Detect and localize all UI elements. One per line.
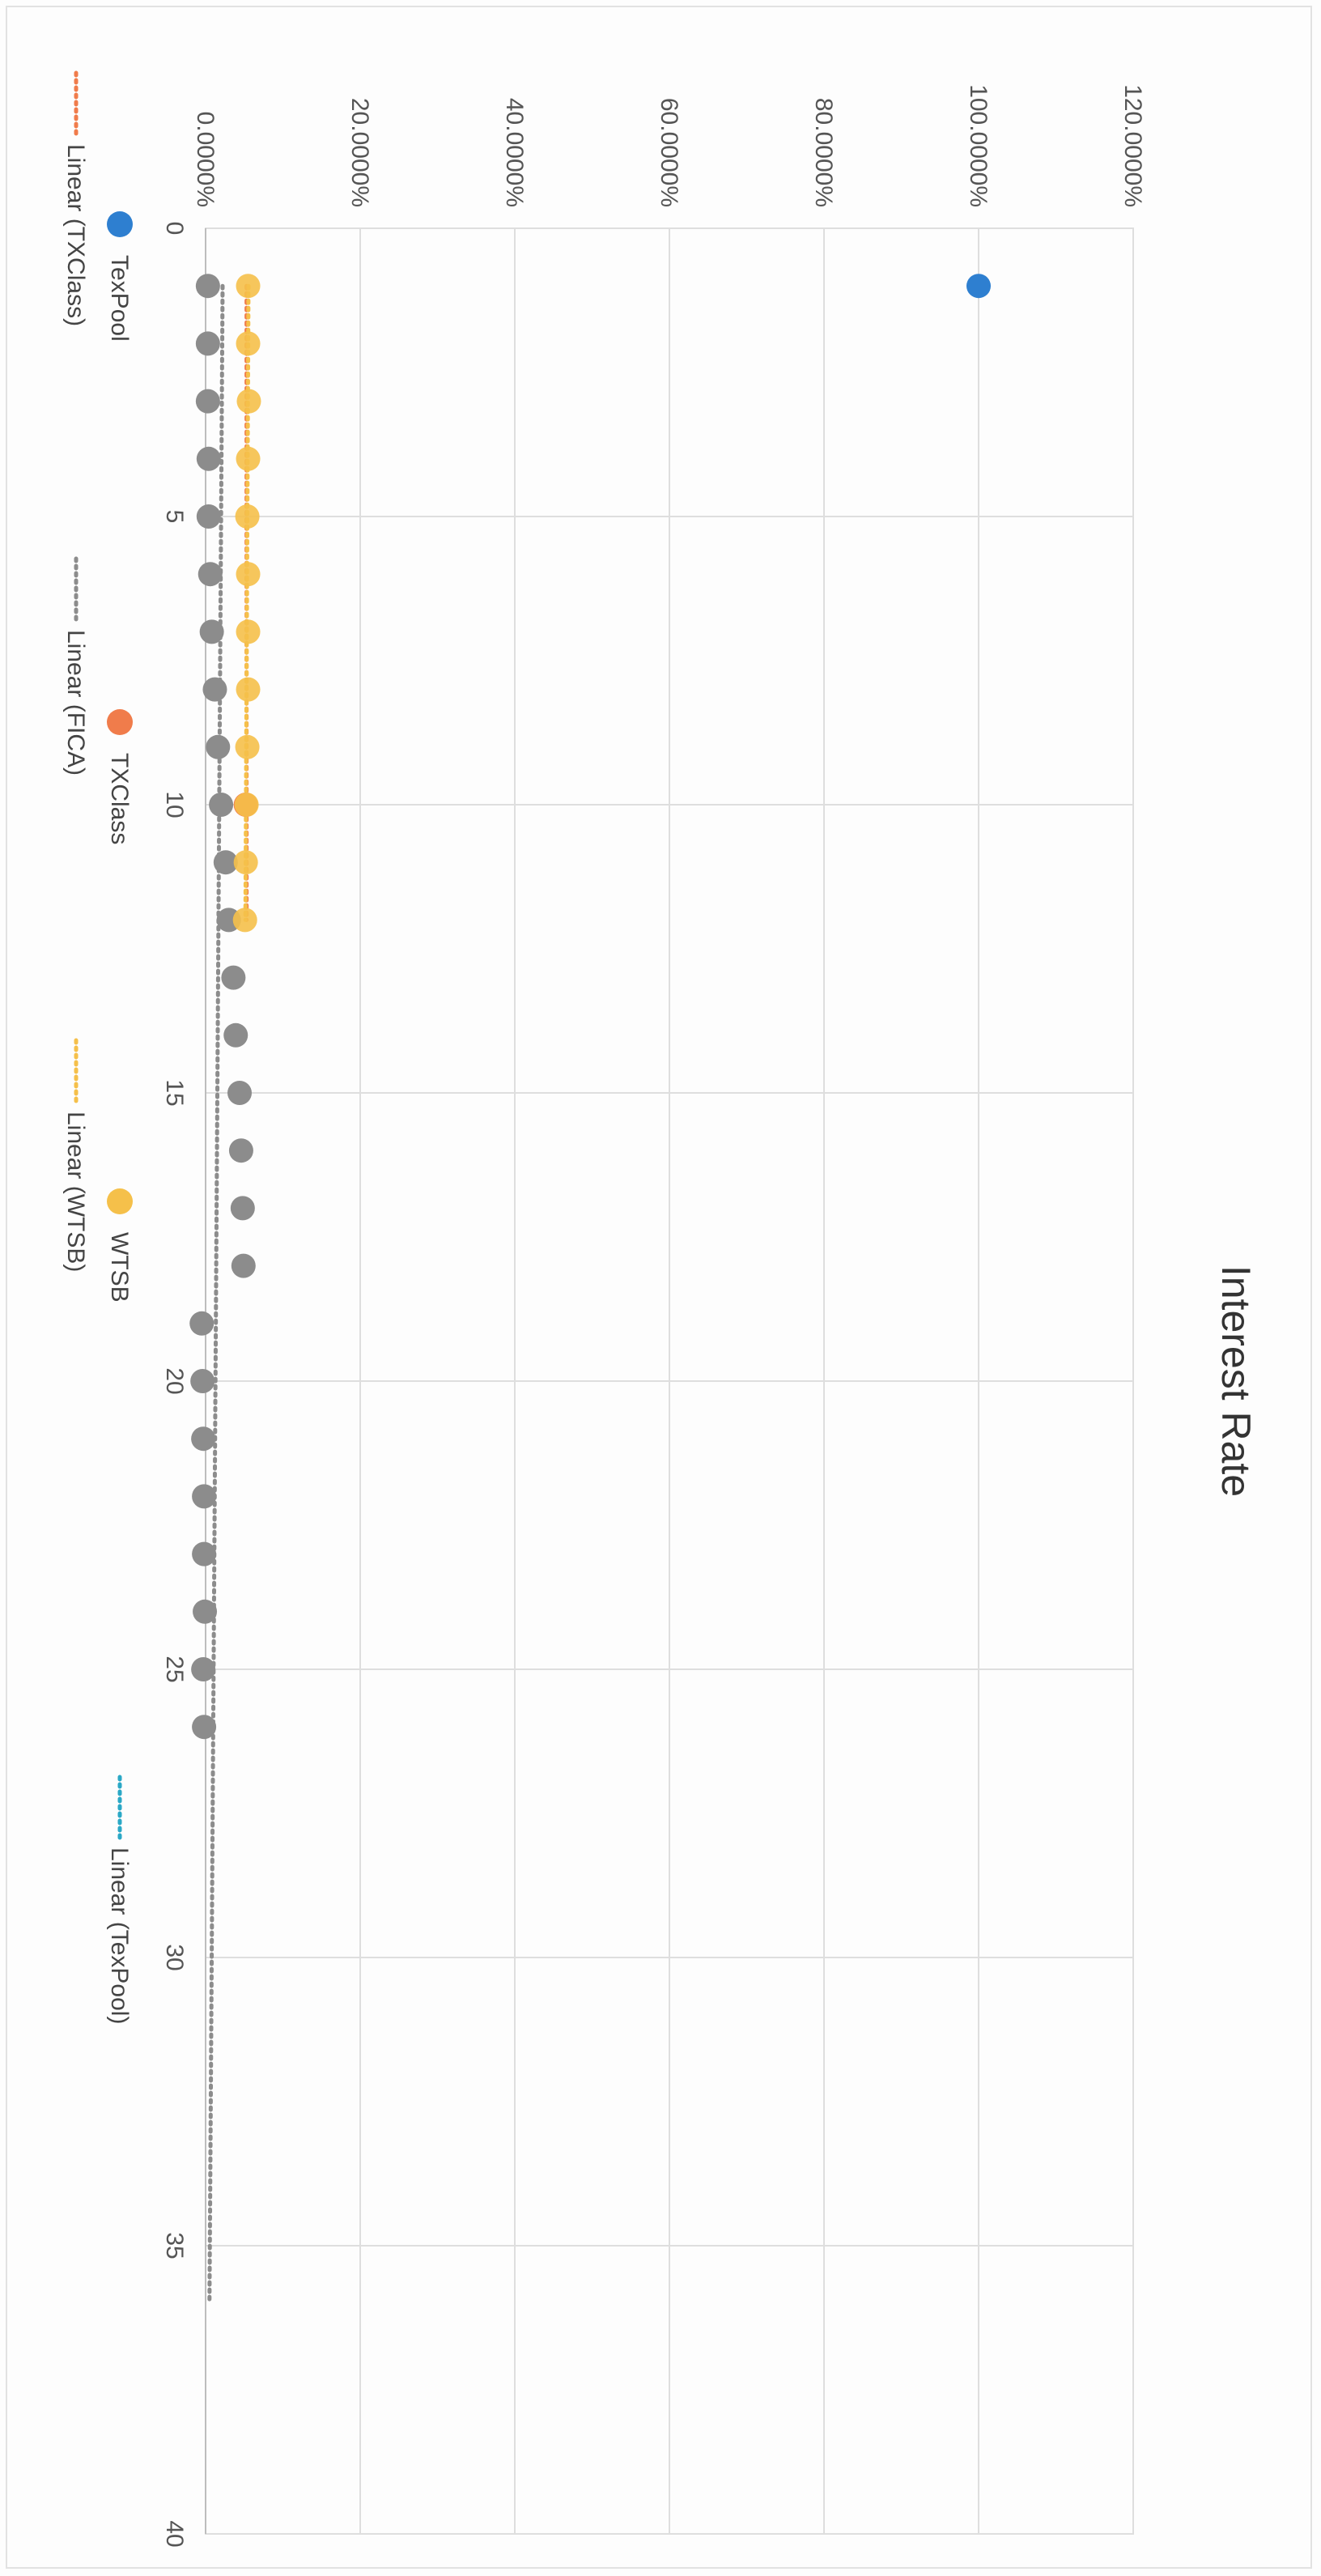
legend-marker-txclass — [107, 709, 133, 735]
point-fica — [209, 793, 234, 817]
x-tick-label: 25 — [161, 1656, 188, 1682]
x-tick-label: 35 — [161, 2232, 188, 2259]
point-wtsb — [236, 677, 261, 702]
legend-label: Linear (FICA) — [62, 630, 89, 776]
rotated-chart-area: 0 5 10 15 20 25 30 35 40 0.0000% 20.0000% 40.0000% 6… — [62, 70, 1259, 2548]
chart-title: Interest Rate — [1213, 1265, 1259, 1497]
axis-labels: 0 5 10 15 20 25 30 35 40 0.0000% 20.0000% 40.0000% 6… — [161, 84, 1146, 2548]
chart-border — [6, 6, 1312, 2569]
point-fica — [193, 1599, 218, 1624]
point-fica — [192, 1541, 217, 1566]
y-tick-label: 120.0000% — [1119, 84, 1146, 207]
point-wtsb — [236, 619, 261, 644]
point-texpool — [966, 274, 991, 299]
legend-label: WTSB — [106, 1232, 133, 1303]
x-tick-label: 30 — [161, 1944, 188, 1970]
point-wtsb — [232, 908, 257, 933]
point-fica — [206, 734, 231, 759]
y-tick-label: 100.0000% — [965, 84, 992, 207]
legend-label: Linear (WTSB) — [62, 1112, 89, 1272]
point-fica — [230, 1196, 255, 1221]
point-fica — [196, 504, 221, 529]
point-wtsb — [236, 274, 261, 299]
point-wtsb — [236, 562, 261, 587]
point-fica — [231, 1253, 256, 1278]
x-tick-label: 15 — [161, 1079, 188, 1106]
point-wtsb — [236, 331, 261, 356]
point-fica — [198, 562, 223, 587]
legend-marker-texpool — [107, 211, 133, 237]
point-fica — [227, 1081, 253, 1105]
x-tick-label: 0 — [161, 222, 188, 236]
point-wtsb — [236, 446, 261, 471]
legend-label: Linear (TXClass) — [62, 144, 89, 326]
data-points — [189, 274, 991, 1740]
legend-label: TexPool — [106, 255, 133, 342]
point-wtsb — [236, 389, 261, 414]
point-fica — [202, 677, 227, 702]
point-fica — [192, 1484, 217, 1509]
point-wtsb — [235, 734, 260, 759]
legend-marker-wtsb — [107, 1188, 133, 1214]
title-area: Interest Rate — [1213, 1265, 1259, 1497]
legend-label: TXClass — [106, 753, 133, 844]
point-fica — [189, 1311, 215, 1336]
y-tick-label: 60.0000% — [656, 98, 682, 207]
point-fica — [228, 1138, 253, 1163]
trendline-fica — [207, 283, 225, 2306]
y-tick-label: 20.0000% — [346, 98, 373, 207]
point-wtsb — [234, 793, 259, 817]
point-fica — [195, 274, 220, 299]
point-fica — [199, 619, 224, 644]
point-fica — [190, 1369, 215, 1393]
point-fica — [191, 1426, 216, 1452]
legend: TexPool TXClass WTSB Linear (TexPool) Linear… — [62, 70, 133, 2024]
x-tick-label: 40 — [161, 2520, 188, 2547]
grid — [205, 227, 1134, 2535]
point-wtsb — [235, 504, 260, 529]
point-fica — [195, 331, 220, 356]
point-fica — [223, 1022, 248, 1048]
point-fica — [213, 850, 238, 875]
point-fica — [195, 389, 220, 414]
y-tick-label: 40.0000% — [501, 98, 528, 207]
point-fica — [196, 446, 221, 471]
point-fica — [191, 1657, 216, 1681]
y-tick-label: 0.0000% — [192, 112, 219, 207]
y-tick-label: 80.0000% — [810, 98, 837, 207]
point-wtsb — [233, 850, 258, 875]
x-tick-label: 10 — [161, 791, 188, 818]
x-tick-label: 5 — [161, 510, 188, 524]
point-fica — [221, 965, 246, 990]
legend-label: Linear (TexPool) — [106, 1847, 133, 2024]
point-fica — [192, 1715, 217, 1740]
x-tick-label: 20 — [161, 1367, 188, 1394]
trendlines — [207, 283, 251, 2306]
